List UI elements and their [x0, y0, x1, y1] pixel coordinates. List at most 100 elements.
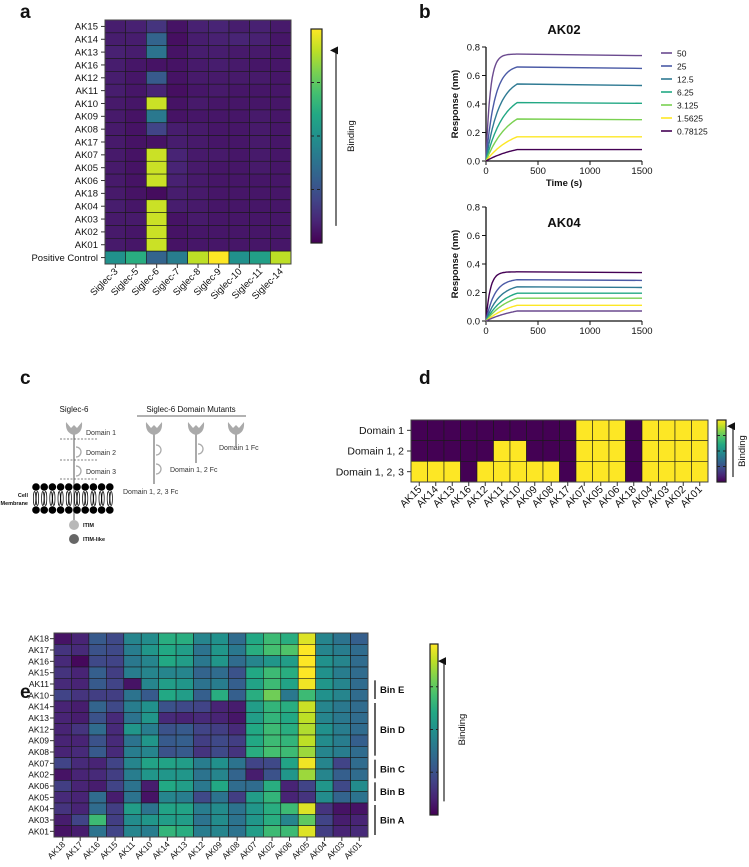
heatmap-cell: [158, 780, 177, 792]
heatmap-cell: [460, 419, 478, 441]
heatmap-cell: [146, 32, 168, 46]
heatmap-cell: [575, 440, 593, 462]
v-domain-icon: [187, 422, 205, 435]
heatmap-cell: [350, 780, 369, 792]
row-label: AK13: [28, 713, 49, 723]
lipid-tail: [98, 491, 102, 506]
heatmap-cell: [228, 199, 250, 213]
heatmap-cell: [193, 802, 212, 815]
heatmap-cell: [526, 419, 544, 441]
heatmap-cell: [228, 712, 247, 724]
lipid-head: [65, 506, 73, 514]
heatmap-cell: [249, 32, 271, 46]
heatmap-cell: [193, 734, 212, 747]
heatmap-cell: [140, 632, 159, 645]
heatmap-cell: [332, 757, 351, 770]
heatmap-cell: [210, 734, 229, 747]
row-label: AK06: [28, 781, 49, 791]
heatmap-cell: [509, 440, 527, 462]
row-label: AK03: [28, 815, 49, 825]
heatmap-cell: [332, 666, 351, 679]
heatmap-cell: [104, 173, 126, 188]
lipid-tail: [33, 491, 37, 506]
heatmap-cell: [140, 700, 159, 713]
heatmap-cell: [315, 791, 334, 804]
heatmap-cell: [104, 238, 126, 252]
heatmap-cell: [193, 746, 212, 758]
heatmap-cell: [193, 632, 212, 645]
heatmap-cell: [140, 825, 159, 838]
heatmap-cell: [104, 160, 126, 175]
x-axis-label: Time (s): [546, 178, 582, 189]
heatmap-cell: [146, 83, 168, 98]
heatmap-cell: [166, 225, 188, 239]
heatmap-cell: [228, 71, 250, 85]
lipid-head: [81, 483, 89, 491]
heatmap-cell: [332, 678, 351, 690]
heatmap-cell: [106, 644, 125, 656]
itim-icon: [69, 520, 79, 530]
heatmap-cell: [263, 757, 282, 770]
heatmap-cell: [270, 238, 292, 252]
heatmap-cell: [208, 148, 230, 162]
heatmap-cell: [332, 644, 351, 656]
heatmap-cell: [245, 666, 264, 679]
heatmap-cell: [106, 712, 125, 724]
heatmap-cell: [658, 461, 676, 483]
heatmap-cell: [71, 666, 90, 679]
heatmap-cell: [210, 700, 229, 713]
heatmap-cell: [297, 632, 316, 645]
heatmap-cell: [187, 19, 209, 34]
heatmap-cell: [245, 814, 264, 826]
heatmap-cell: [228, 122, 250, 136]
heatmap-cell: [245, 825, 264, 838]
heatmap-cell: [228, 58, 250, 72]
domain-3-label: Domain 3: [86, 469, 116, 476]
column-label: AK14: [150, 839, 172, 861]
heatmap-cell: [332, 825, 351, 838]
heatmap-cell: [210, 802, 229, 815]
heatmap-cell: [166, 135, 188, 149]
heatmap-cell: [443, 419, 461, 441]
heatmap-cell: [187, 122, 209, 136]
heatmap-cell: [228, 757, 247, 770]
row-label: AK02: [75, 227, 98, 238]
heatmap-cell: [228, 173, 250, 188]
heatmap-cell: [427, 419, 445, 441]
heatmap-cell: [88, 734, 107, 747]
heatmap-cell: [263, 723, 282, 736]
heatmap-cell: [208, 71, 230, 85]
column-label: AK03: [324, 839, 346, 861]
heatmap-cell: [166, 238, 188, 252]
series-line-50: [485, 271, 643, 322]
heatmap-cell: [249, 83, 271, 98]
heatmap-cell: [263, 768, 282, 781]
heatmap-cell: [592, 419, 610, 441]
panel-label-c: c: [20, 368, 31, 389]
heatmap-cell: [270, 186, 292, 201]
heatmap-cell: [249, 58, 271, 72]
heatmap-cell: [315, 746, 334, 758]
heatmap-cell: [592, 440, 610, 462]
heatmap-cell: [71, 802, 90, 815]
heatmap-cell: [208, 135, 230, 149]
series-line-1.5625: [485, 304, 642, 322]
row-label: AK03: [75, 214, 98, 225]
heatmap-cell: [140, 791, 159, 804]
heatmap-cell: [208, 96, 230, 111]
series-line-50: [485, 53, 643, 162]
heatmap-cell: [245, 802, 264, 815]
heatmap-cell: [123, 734, 142, 747]
heatmap-cell: [71, 825, 90, 838]
heatmap-cell: [146, 238, 168, 252]
x-tick-label: 1500: [631, 166, 652, 177]
heatmap-cell: [263, 746, 282, 758]
lipid-tail: [106, 491, 110, 506]
row-label: AK10: [28, 690, 49, 700]
heatmap-cell: [608, 419, 626, 441]
heatmap-cell: [187, 96, 209, 111]
heatmap-cell: [350, 723, 369, 736]
heatmap-cell: [125, 122, 147, 136]
heatmap-cell: [625, 419, 643, 441]
